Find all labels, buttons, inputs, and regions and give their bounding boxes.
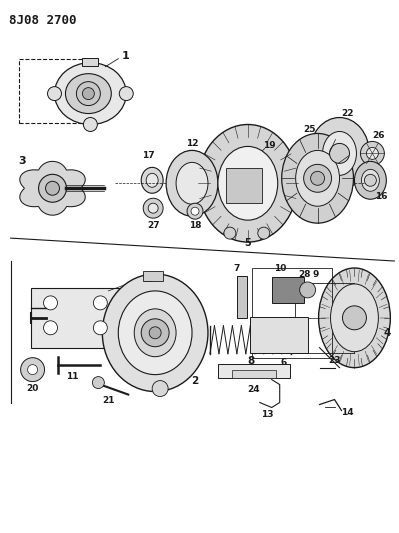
Ellipse shape (134, 309, 176, 357)
Text: 28: 28 (298, 270, 311, 279)
Circle shape (28, 365, 38, 375)
Text: 24: 24 (247, 385, 260, 394)
Text: 27: 27 (147, 221, 160, 230)
Circle shape (143, 198, 163, 218)
Ellipse shape (55, 63, 126, 125)
Ellipse shape (218, 147, 278, 220)
Circle shape (364, 174, 376, 186)
Text: 11: 11 (66, 372, 79, 381)
Bar (252, 268, 332, 358)
Text: 14: 14 (341, 408, 354, 417)
Circle shape (93, 377, 104, 389)
Ellipse shape (282, 133, 354, 223)
Text: 2: 2 (192, 376, 199, 385)
Text: 22: 22 (341, 109, 354, 118)
Bar (31, 288, 120, 348)
Text: 6: 6 (280, 358, 287, 367)
Text: 8: 8 (247, 356, 255, 366)
Circle shape (45, 181, 59, 195)
Bar (226, 168, 262, 203)
Circle shape (191, 207, 199, 215)
Circle shape (83, 117, 97, 132)
Text: 7: 7 (234, 264, 240, 273)
Text: 8J08 2700: 8J08 2700 (9, 14, 76, 27)
Bar (237, 276, 247, 318)
Circle shape (304, 164, 332, 192)
Ellipse shape (166, 150, 218, 216)
Text: 12: 12 (186, 139, 198, 148)
Ellipse shape (146, 173, 158, 187)
Ellipse shape (141, 167, 163, 193)
Ellipse shape (322, 132, 356, 175)
Circle shape (366, 148, 378, 159)
Text: 20: 20 (26, 384, 39, 393)
Circle shape (141, 319, 169, 347)
Circle shape (148, 203, 158, 213)
Text: 4: 4 (384, 328, 391, 338)
Ellipse shape (354, 161, 386, 199)
Bar (143, 271, 163, 281)
Text: 23: 23 (328, 356, 341, 365)
Text: 13: 13 (261, 410, 274, 419)
Circle shape (342, 306, 366, 330)
Circle shape (187, 203, 203, 219)
Circle shape (300, 282, 316, 298)
Ellipse shape (296, 150, 340, 206)
Ellipse shape (330, 284, 378, 352)
Ellipse shape (361, 169, 379, 191)
Ellipse shape (118, 291, 192, 375)
Bar (232, 370, 276, 377)
Circle shape (310, 171, 324, 185)
Circle shape (119, 87, 133, 101)
Bar (19, 59, 98, 124)
Text: 26: 26 (372, 131, 385, 140)
Ellipse shape (310, 117, 369, 189)
Bar (250, 317, 308, 353)
Ellipse shape (198, 125, 298, 242)
Circle shape (39, 174, 67, 202)
Text: 25: 25 (303, 125, 316, 134)
Circle shape (258, 227, 270, 239)
Circle shape (360, 141, 384, 165)
Text: 5: 5 (245, 238, 251, 248)
Circle shape (77, 82, 100, 106)
Text: 10: 10 (274, 264, 286, 273)
Circle shape (83, 87, 95, 100)
Text: 1: 1 (121, 51, 129, 61)
Text: 15: 15 (142, 276, 154, 285)
Circle shape (43, 321, 57, 335)
Text: 9: 9 (312, 270, 319, 279)
Circle shape (47, 87, 61, 101)
Text: 3: 3 (19, 156, 26, 166)
Bar (272, 277, 304, 303)
Circle shape (152, 381, 168, 397)
Circle shape (43, 296, 57, 310)
Bar (83, 58, 98, 66)
Circle shape (149, 327, 161, 339)
Text: 16: 16 (375, 192, 387, 201)
Text: 21: 21 (102, 396, 115, 405)
Polygon shape (20, 161, 85, 215)
Ellipse shape (102, 274, 208, 392)
Text: 17: 17 (142, 151, 154, 160)
Circle shape (93, 296, 107, 310)
Circle shape (224, 227, 236, 239)
Circle shape (21, 358, 45, 382)
Circle shape (93, 321, 107, 335)
Ellipse shape (65, 74, 111, 114)
Text: 19: 19 (263, 141, 276, 150)
Bar (218, 364, 290, 377)
Text: 18: 18 (189, 221, 201, 230)
Circle shape (330, 143, 350, 163)
Ellipse shape (318, 268, 390, 368)
Ellipse shape (176, 163, 208, 204)
